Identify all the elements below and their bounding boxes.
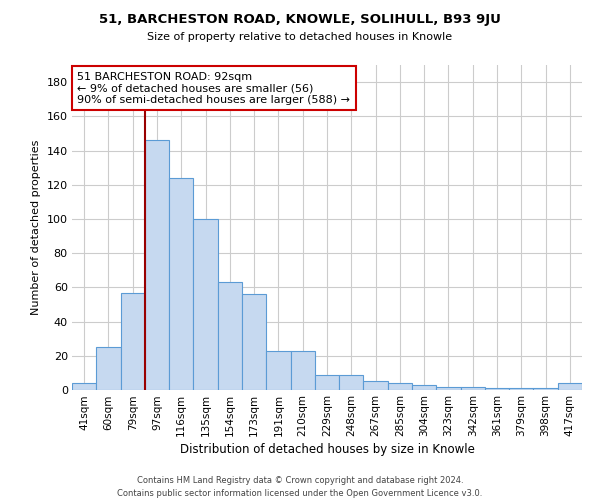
Bar: [266, 350, 290, 390]
Bar: [315, 374, 339, 390]
Text: Contains HM Land Registry data © Crown copyright and database right 2024.
Contai: Contains HM Land Registry data © Crown c…: [118, 476, 482, 498]
Y-axis label: Number of detached properties: Number of detached properties: [31, 140, 41, 315]
Text: Size of property relative to detached houses in Knowle: Size of property relative to detached ho…: [148, 32, 452, 42]
Bar: [461, 386, 485, 390]
Bar: [72, 383, 96, 390]
Bar: [509, 388, 533, 390]
Bar: [145, 140, 169, 390]
Bar: [436, 386, 461, 390]
Bar: [364, 382, 388, 390]
Bar: [169, 178, 193, 390]
Bar: [339, 374, 364, 390]
Bar: [242, 294, 266, 390]
Bar: [193, 219, 218, 390]
Bar: [96, 347, 121, 390]
Bar: [558, 383, 582, 390]
Text: 51 BARCHESTON ROAD: 92sqm
← 9% of detached houses are smaller (56)
90% of semi-d: 51 BARCHESTON ROAD: 92sqm ← 9% of detach…: [77, 72, 350, 104]
Bar: [388, 383, 412, 390]
Bar: [485, 388, 509, 390]
Bar: [121, 292, 145, 390]
X-axis label: Distribution of detached houses by size in Knowle: Distribution of detached houses by size …: [179, 443, 475, 456]
Text: 51, BARCHESTON ROAD, KNOWLE, SOLIHULL, B93 9JU: 51, BARCHESTON ROAD, KNOWLE, SOLIHULL, B…: [99, 12, 501, 26]
Bar: [412, 385, 436, 390]
Bar: [290, 350, 315, 390]
Bar: [218, 282, 242, 390]
Bar: [533, 388, 558, 390]
